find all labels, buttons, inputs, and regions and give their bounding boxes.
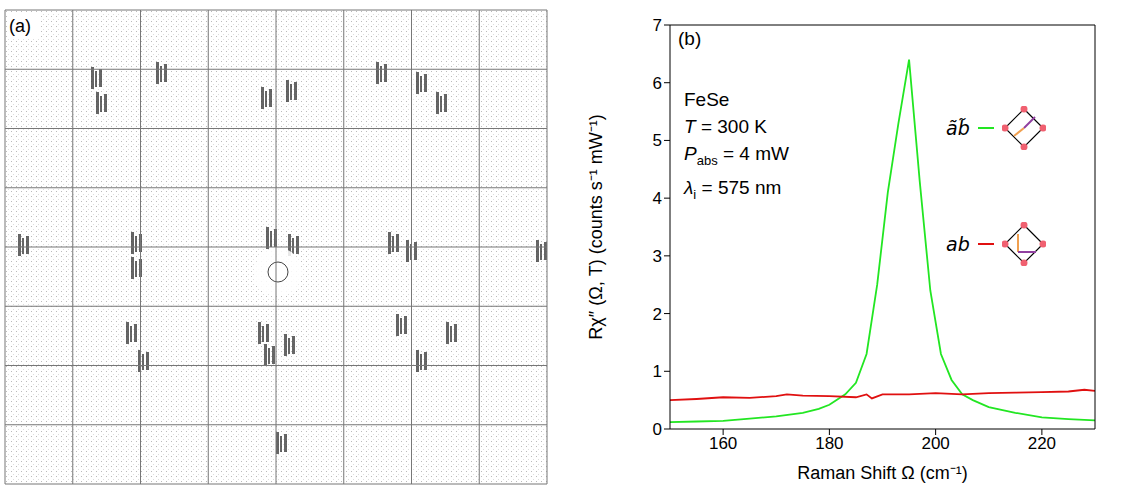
html-text:T = 300 K: T = 300 K: [684, 116, 767, 137]
svg-text:2: 2: [653, 305, 662, 324]
svg-text:0: 0: [653, 420, 662, 439]
svg-text:180: 180: [815, 434, 843, 453]
svg-text:Rχ″ (Ω, T) (counts s⁻¹ mW⁻¹): Rχ″ (Ω, T) (counts s⁻¹ mW⁻¹): [586, 114, 606, 339]
svg-text:4: 4: [653, 189, 662, 208]
svg-text:3: 3: [653, 247, 662, 266]
html-text:FeSe: FeSe: [684, 89, 730, 110]
svg-text:Raman Shift Ω (cm⁻¹): Raman Shift Ω (cm⁻¹): [797, 463, 967, 483]
html-text:(b): (b): [678, 28, 702, 49]
svg-text:220: 220: [1028, 434, 1056, 453]
html-text:ãb̃: ãb̃: [946, 117, 970, 140]
html-text:λi= 575 nm: λi= 575 nm: [684, 176, 782, 202]
svg-text:5: 5: [653, 131, 662, 150]
svg-text:(a): (a): [9, 16, 31, 36]
html-text:ab: ab: [946, 232, 970, 255]
svg-text:7: 7: [653, 16, 662, 35]
svg-text:160: 160: [709, 434, 737, 453]
svg-text:6: 6: [653, 74, 662, 93]
html-text:Pabs= 4 mW: Pabs= 4 mW: [684, 143, 789, 168]
svg-text:1: 1: [653, 362, 662, 381]
svg-text:200: 200: [921, 434, 949, 453]
